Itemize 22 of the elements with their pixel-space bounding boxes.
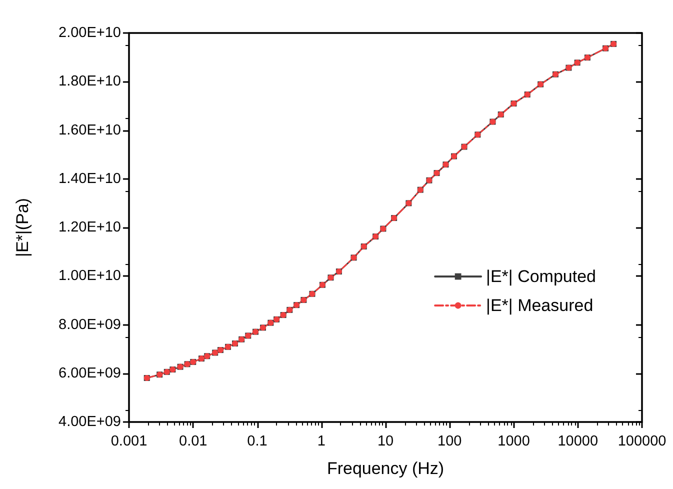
x-tick-label: 1000: [498, 434, 530, 450]
legend-label: |E*| Measured: [486, 296, 594, 315]
y-tick-label: 1.80E+10: [58, 74, 121, 90]
y-tick-label: 1.00E+10: [58, 268, 121, 284]
y-tick-label: 8.00E+09: [58, 316, 121, 333]
x-tick-label: 10: [377, 434, 394, 450]
x-tick-label: 10000: [558, 434, 598, 450]
y-tick-label: 4.00E+09: [58, 414, 121, 430]
x-axis-title: Frequency (Hz): [326, 459, 444, 478]
y-axis-title: |E*|(Pa): [13, 198, 32, 257]
y-tick-label: 1.40E+10: [58, 170, 121, 187]
x-tick-label: 0.1: [247, 434, 268, 450]
y-tick-label: 1.60E+10: [58, 122, 121, 138]
y-tick-label: 1.20E+10: [58, 220, 121, 236]
legend-label: |E*| Computed: [486, 267, 596, 286]
y-tick-label: 6.00E+09: [58, 365, 121, 382]
y-tick-label: 2.00E+10: [58, 25, 121, 41]
x-tick-label: 1: [317, 434, 326, 450]
x-tick-label: 100000: [618, 434, 666, 450]
x-tick-label: 0.01: [179, 434, 208, 450]
x-tick-label: 0.001: [110, 434, 148, 450]
x-tick-label: 100: [438, 434, 462, 450]
